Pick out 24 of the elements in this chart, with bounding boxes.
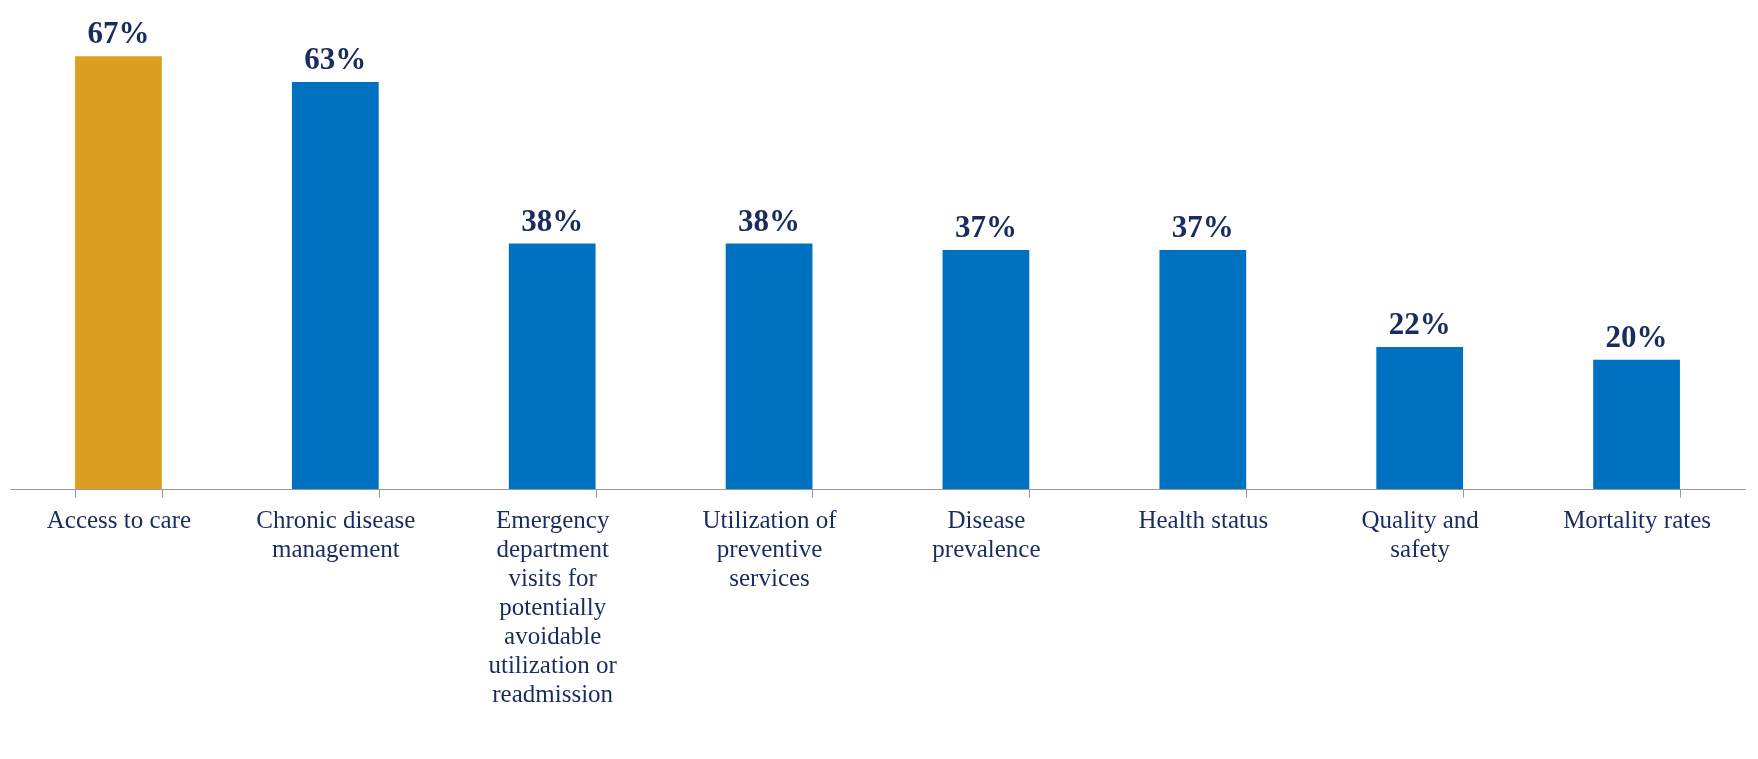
bar (291, 82, 379, 489)
x-tick-label: Disease prevalence (932, 505, 1041, 562)
data-label: 37% (954, 209, 1017, 245)
data-label: 37% (1171, 209, 1234, 245)
x-tick-label: Quality and safety (1361, 505, 1480, 562)
data-label: 20% (1605, 318, 1668, 354)
x-tick-label: Mortality rates (1563, 505, 1712, 533)
bar (725, 243, 813, 489)
data-label: 63% (304, 41, 367, 77)
x-tick-label: Health status (1138, 505, 1269, 533)
bar (942, 250, 1030, 489)
bar (1159, 250, 1247, 489)
data-label: 38% (738, 202, 801, 238)
x-tick-label: Access to care (46, 505, 192, 533)
data-label: 67% (87, 15, 150, 51)
x-tick-label: Chronic disease management (256, 505, 416, 562)
data-label: 38% (521, 202, 584, 238)
bar (1593, 359, 1680, 489)
x-tick-label: Utilization of preventive services (702, 505, 838, 591)
x-tick-label: Emergency department visits for potentially avoidable utilization or readmission (488, 505, 618, 707)
data-label: 22% (1388, 305, 1451, 341)
bar (508, 243, 596, 489)
bar (75, 56, 162, 489)
bar (1376, 346, 1464, 489)
